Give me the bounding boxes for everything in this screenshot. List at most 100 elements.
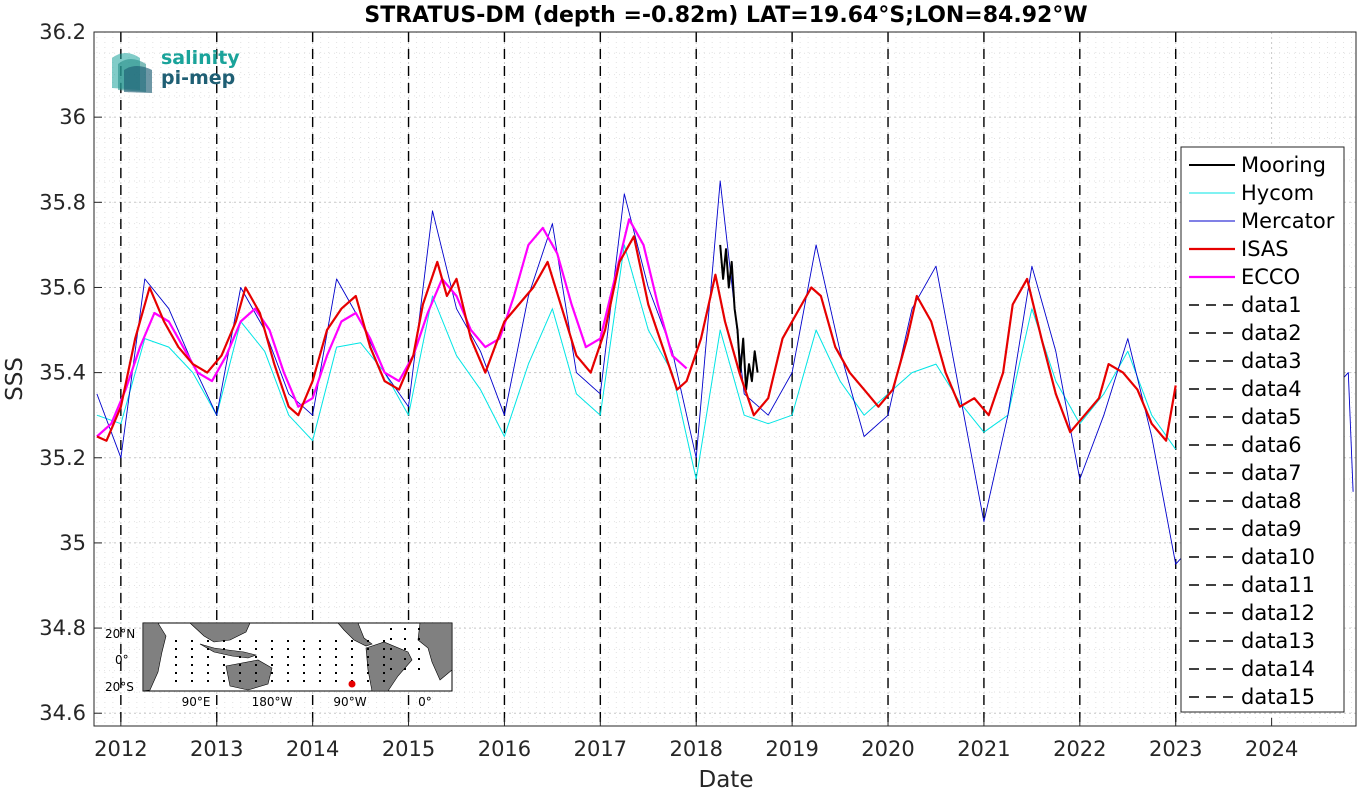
legend-label-data10: data10 [1241, 545, 1315, 569]
legend-label-data6: data6 [1241, 433, 1302, 457]
mooring-dot [335, 664, 337, 666]
legend-label-hycom: Hycom [1241, 181, 1314, 205]
mooring-dot [239, 640, 241, 642]
legend-label-ecco: ECCO [1241, 265, 1300, 289]
legend-label-data8: data8 [1241, 489, 1302, 513]
legend-label-data7: data7 [1241, 461, 1302, 485]
mooring-dot [335, 680, 337, 682]
mooring-dot [175, 656, 177, 658]
map-central-america [337, 622, 373, 647]
x-tick-label: 2016 [478, 737, 531, 761]
x-tick-label: 2024 [1245, 737, 1298, 761]
map-lon-90e: 90°E [182, 695, 211, 709]
mooring-dot [367, 680, 369, 682]
mooring-dot [367, 664, 369, 666]
mooring-dot [404, 628, 406, 630]
legend-label-isas: ISAS [1241, 237, 1289, 261]
series-mercator-line [96, 180, 1354, 565]
legend-label-data11: data11 [1241, 573, 1315, 597]
mooring-dot [383, 656, 385, 658]
mooring-dot [239, 656, 241, 658]
salinity-pi-mep-logo: salinity pi-mep [112, 47, 240, 93]
mooring-dot [207, 680, 209, 682]
x-tick-label: 2020 [861, 737, 914, 761]
mooring-dot [351, 648, 353, 650]
y-tick-label: 35 [59, 531, 86, 555]
mooring-dot [367, 648, 369, 650]
mooring-dot [223, 672, 225, 674]
mooring-dot [223, 656, 225, 658]
mooring-dot [271, 664, 273, 666]
mooring-dot [207, 640, 209, 642]
mooring-dot [404, 638, 406, 640]
mooring-dot [335, 672, 337, 674]
mooring-dot [255, 648, 257, 650]
mooring-dot [367, 640, 369, 642]
mooring-dot [287, 672, 289, 674]
mooring-dot [191, 648, 193, 650]
mooring-dot [335, 640, 337, 642]
series-isas-line [96, 235, 1177, 442]
mooring-dot [287, 648, 289, 650]
series-layer [96, 180, 1354, 565]
series-mooring-line [719, 244, 759, 391]
map-asia [189, 622, 251, 643]
mooring-dot [255, 672, 257, 674]
y-axis-label: SSS [2, 357, 28, 401]
legend-label-data4: data4 [1241, 377, 1302, 401]
mooring-dot [239, 648, 241, 650]
x-tick-label: 2014 [286, 737, 339, 761]
legend-label-data12: data12 [1241, 601, 1315, 625]
mooring-dot [255, 664, 257, 666]
mooring-dot [223, 648, 225, 650]
mooring-dot [303, 648, 305, 650]
mooring-dot [335, 648, 337, 650]
grid [94, 31, 1356, 726]
mooring-dot [383, 680, 385, 682]
mooring-dot [223, 680, 225, 682]
mooring-dot [390, 638, 392, 640]
x-tick-label: 2021 [957, 737, 1010, 761]
mooring-dot [319, 664, 321, 666]
mooring-dot [287, 664, 289, 666]
x-tick-label: 2017 [574, 737, 627, 761]
map-lon-180w: 180°W [252, 695, 293, 709]
mooring-dot [418, 628, 420, 630]
mooring-dot [175, 648, 177, 650]
y-tick-label: 35.6 [39, 275, 86, 299]
mooring-dot [271, 672, 273, 674]
mooring-dot [319, 648, 321, 650]
legend-label-mooring: Mooring [1241, 153, 1326, 177]
mooring-dot [223, 640, 225, 642]
map-lat-0: 0° [115, 653, 129, 667]
y-axis: 34.6 34.8 35 35.2 35.4 35.6 35.8 36 36.2 [39, 20, 102, 725]
legend-box [1180, 146, 1345, 713]
mooring-dot [351, 672, 353, 674]
station-marker [348, 680, 356, 688]
mooring-dot [390, 628, 392, 630]
mooring-dot [319, 680, 321, 682]
y-tick-label: 34.8 [39, 616, 86, 640]
mooring-dot [207, 664, 209, 666]
legend-label-data2: data2 [1241, 321, 1302, 345]
map-lat-20s: 20°S [105, 680, 134, 694]
series-ecco-line [96, 218, 688, 438]
mooring-dot [319, 656, 321, 658]
year-divider-lines [120, 32, 1177, 726]
mooring-dot [207, 656, 209, 658]
mooring-dot [191, 672, 193, 674]
y-tick-label: 35.4 [39, 361, 86, 385]
mooring-dot [191, 640, 193, 642]
plot-frame [93, 31, 1357, 727]
logo-line1: salinity [161, 47, 240, 69]
mooring-dot [390, 668, 392, 670]
legend-label-data1: data1 [1241, 293, 1302, 317]
y-tick-label: 36.2 [39, 20, 86, 44]
x-tick-label: 2015 [382, 737, 435, 761]
map-indonesia [199, 643, 258, 659]
mooring-dot [287, 656, 289, 658]
mooring-dot [191, 656, 193, 658]
mooring-dot [351, 656, 353, 658]
map-west-africa [417, 622, 453, 681]
mooring-dot [319, 640, 321, 642]
